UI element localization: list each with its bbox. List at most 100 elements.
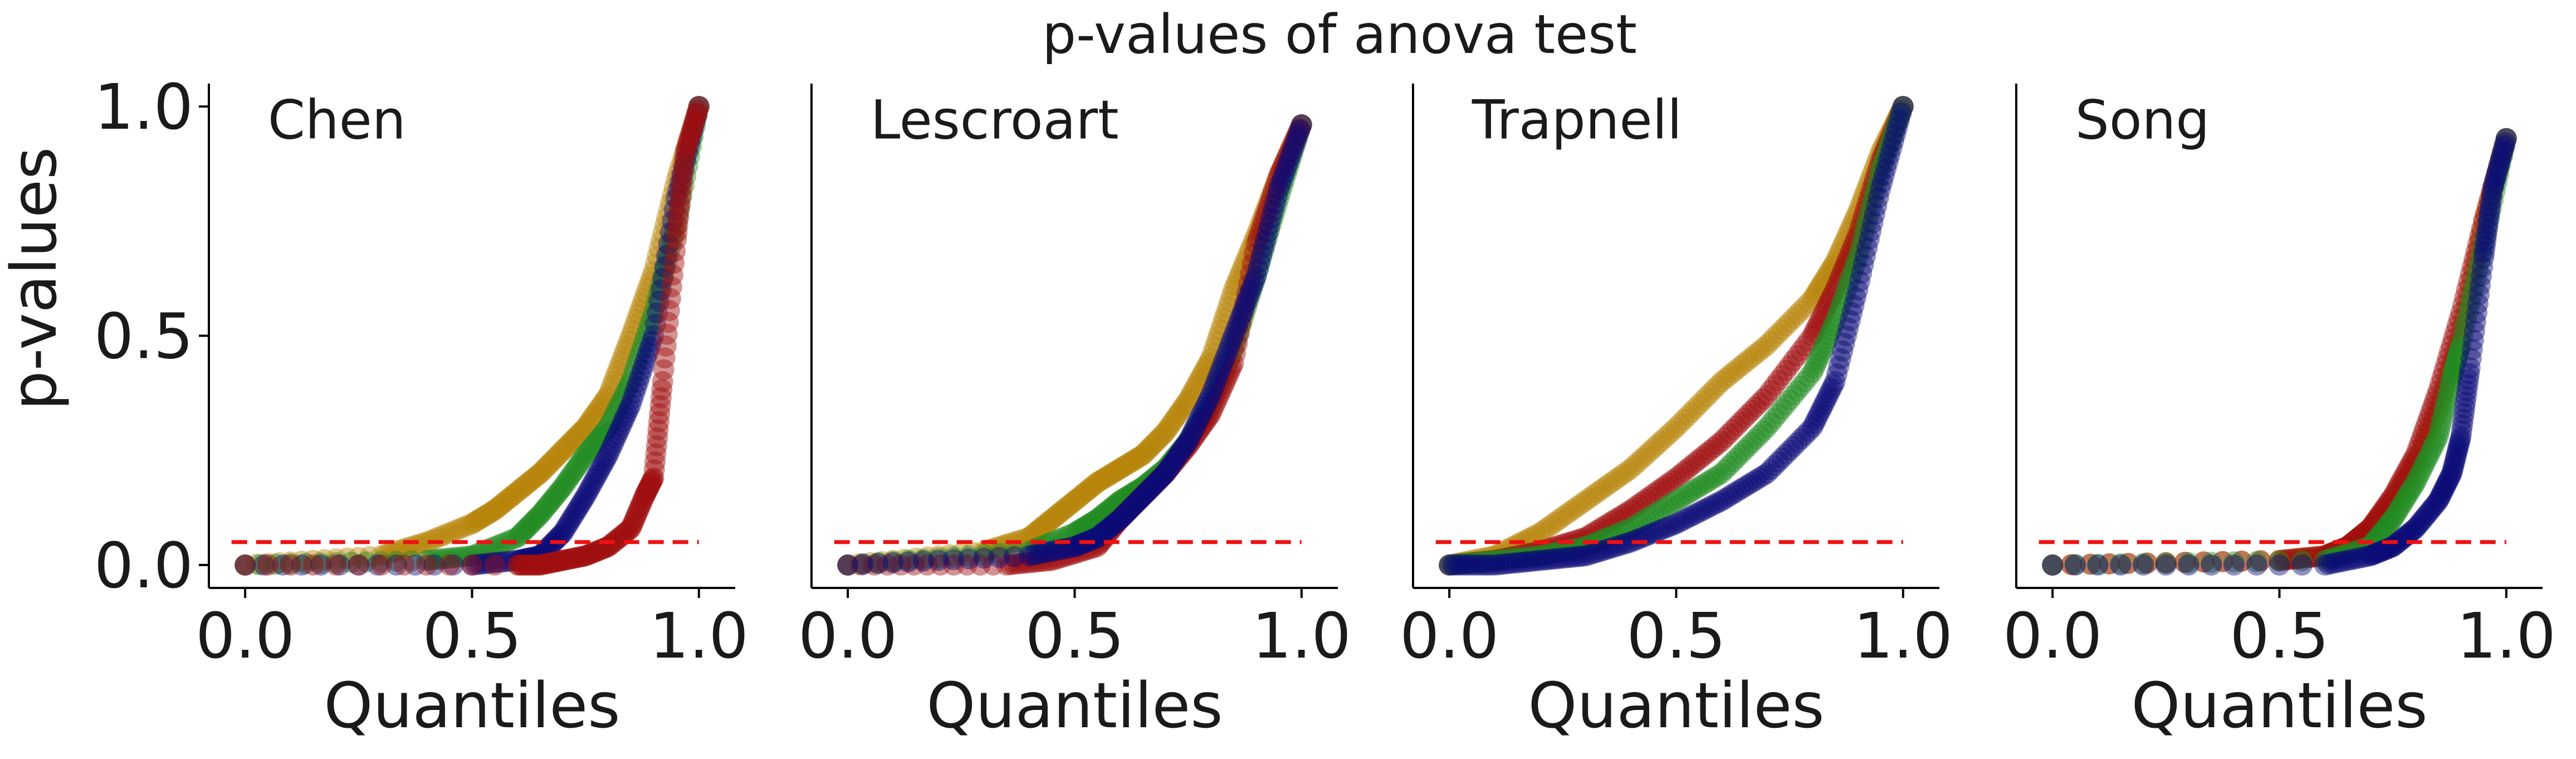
data-point xyxy=(613,386,634,408)
data-point xyxy=(1881,119,1903,140)
data-point xyxy=(348,547,369,568)
data-point xyxy=(1650,499,1672,521)
data-point xyxy=(385,554,407,576)
data-point xyxy=(1722,483,1744,505)
data-point xyxy=(1533,549,1555,571)
data-point xyxy=(1143,467,1165,489)
data-point xyxy=(2475,203,2496,225)
data-point xyxy=(2423,494,2445,516)
data-point xyxy=(1238,242,1259,264)
data-point xyxy=(1616,532,1638,554)
data-point xyxy=(1289,118,1311,140)
data-point xyxy=(639,473,661,495)
data-point xyxy=(1552,541,1573,562)
data-point xyxy=(1864,182,1885,203)
data-point xyxy=(582,406,604,427)
data-point xyxy=(2431,411,2452,432)
data-point xyxy=(1866,174,1888,196)
data-point xyxy=(1756,385,1778,406)
data-point xyxy=(1206,380,1228,402)
data-point xyxy=(1183,379,1205,401)
data-point xyxy=(1234,302,1255,324)
data-point xyxy=(1053,499,1074,521)
data-point xyxy=(1236,296,1258,318)
data-point xyxy=(1439,554,1460,576)
data-point xyxy=(943,554,965,576)
data-point xyxy=(1122,450,1144,471)
data-point xyxy=(512,521,534,543)
data-point xyxy=(1247,258,1269,280)
data-point xyxy=(2344,530,2366,551)
data-point xyxy=(510,478,532,499)
data-point xyxy=(648,280,670,302)
data-point xyxy=(1081,529,1102,551)
data-point xyxy=(1661,492,1683,514)
data-point xyxy=(642,469,663,490)
data-point xyxy=(1219,335,1240,357)
data-point xyxy=(648,238,670,260)
data-point xyxy=(1109,458,1131,480)
data-point xyxy=(400,550,422,572)
data-point xyxy=(1575,545,1596,567)
data-point xyxy=(2359,518,2381,539)
data-point xyxy=(1045,505,1067,527)
data-point xyxy=(1480,550,1502,572)
data-point xyxy=(529,504,551,526)
data-point xyxy=(268,552,290,573)
data-point xyxy=(1073,517,1095,538)
data-point xyxy=(2392,475,2413,497)
data-point xyxy=(522,469,544,490)
data-point xyxy=(310,552,331,574)
data-point xyxy=(1609,506,1630,528)
data-point xyxy=(1612,463,1634,485)
data-point xyxy=(1454,554,1475,576)
data-point xyxy=(1450,554,1472,576)
data-point xyxy=(1091,531,1112,553)
data-point xyxy=(1752,420,1774,442)
data-point xyxy=(1639,524,1660,545)
data-point xyxy=(575,417,597,438)
data-point xyxy=(2099,553,2120,575)
data-point xyxy=(1620,518,1641,539)
data-point xyxy=(1015,552,1037,574)
data-point xyxy=(1469,554,1490,576)
data-point xyxy=(666,228,687,250)
data-point xyxy=(2346,528,2368,550)
data-point xyxy=(1764,374,1785,396)
data-point xyxy=(1185,418,1206,440)
data-point xyxy=(1817,294,1839,316)
data-point xyxy=(1151,425,1172,447)
data-point xyxy=(686,102,708,124)
data-point xyxy=(647,245,668,267)
data-point xyxy=(1443,554,1464,576)
data-point xyxy=(355,551,377,573)
data-point xyxy=(2378,494,2400,516)
data-point xyxy=(973,541,995,562)
data-point xyxy=(1140,470,1161,492)
data-point xyxy=(1232,303,1254,324)
data-point xyxy=(1737,349,1759,371)
data-point xyxy=(662,210,683,232)
data-point xyxy=(2479,189,2500,211)
data-point xyxy=(1228,310,1250,332)
data-point xyxy=(1255,199,1277,221)
data-point xyxy=(2329,551,2351,573)
data-point xyxy=(476,539,498,561)
data-point xyxy=(510,523,532,544)
data-point xyxy=(1107,492,1129,513)
data-point xyxy=(1111,489,1133,510)
data-point xyxy=(1151,461,1172,483)
data-point xyxy=(1102,514,1123,536)
data-point xyxy=(1287,125,1308,147)
data-point xyxy=(2355,520,2377,542)
data-point xyxy=(567,455,589,476)
data-point xyxy=(1729,411,1751,433)
data-point xyxy=(404,554,426,576)
data-point xyxy=(637,277,659,299)
data-point xyxy=(584,432,606,454)
data-point xyxy=(1563,546,1585,568)
data-point xyxy=(1868,147,1889,168)
data-point xyxy=(1121,483,1142,505)
data-point xyxy=(1102,463,1123,484)
data-point xyxy=(1266,194,1288,216)
